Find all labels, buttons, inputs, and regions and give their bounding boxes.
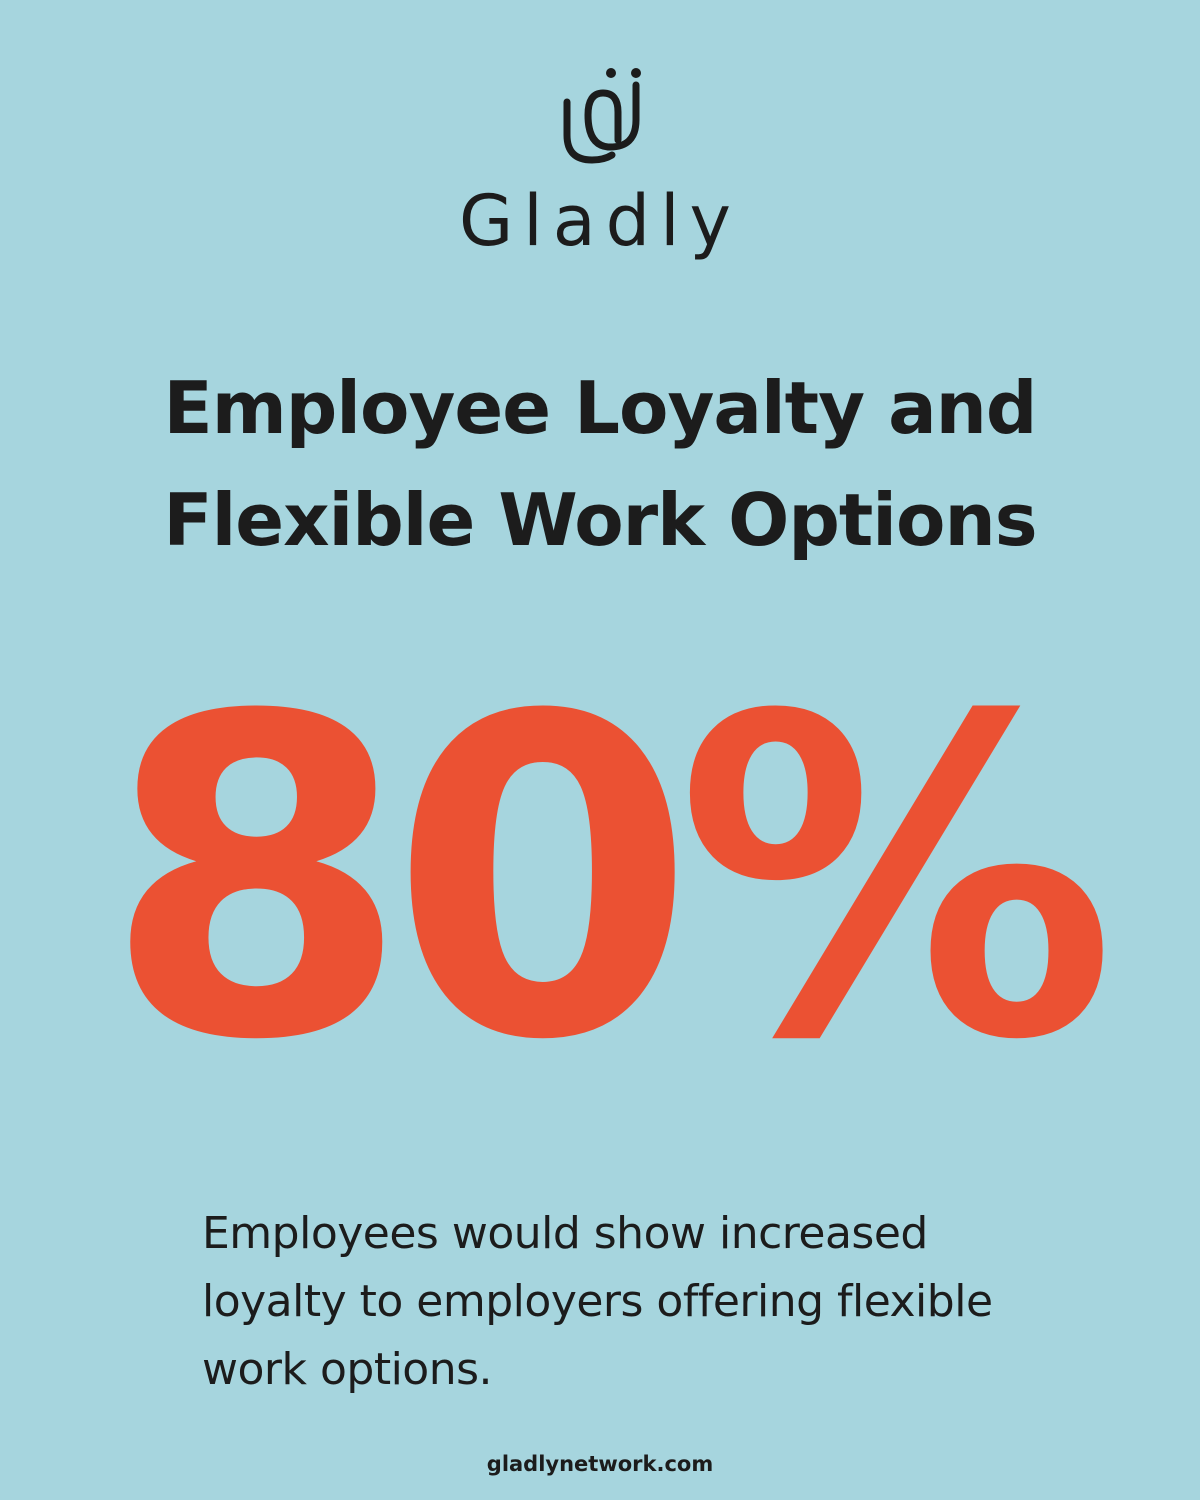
title-line: Flexible Work Options xyxy=(163,478,1037,562)
statistic-value: 80% xyxy=(103,624,1116,1136)
page-title: Employee Loyalty and Flexible Work Optio… xyxy=(0,352,1200,576)
title-line: Employee Loyalty and xyxy=(163,366,1038,450)
footer-url: gladlynetwork.com xyxy=(486,1452,714,1476)
statistic-description: Employees would show increased loyalty t… xyxy=(202,1208,993,1395)
gladly-logo-icon xyxy=(563,68,641,164)
brand-wordmark: Gladly xyxy=(459,180,741,262)
